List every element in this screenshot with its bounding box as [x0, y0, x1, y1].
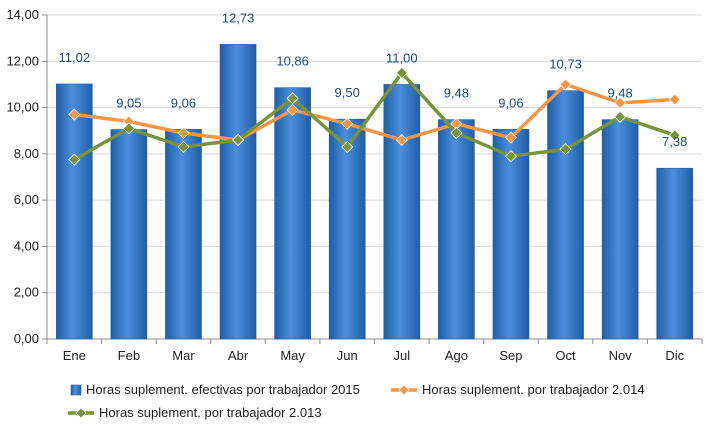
bar	[656, 167, 694, 340]
y-tick-label: 6,00	[14, 192, 39, 207]
bar	[547, 90, 584, 340]
x-tick-label: Nov	[609, 348, 633, 363]
x-tick-label: May	[280, 348, 305, 363]
x-tick-label: Abr	[228, 348, 249, 363]
bar	[165, 129, 202, 340]
series-point	[177, 126, 190, 140]
series-line	[73, 71, 676, 162]
series-point	[68, 153, 81, 166]
series-line	[74, 82, 675, 142]
y-tick-label: 2,00	[14, 285, 39, 300]
bar	[601, 119, 639, 340]
y-tick-label: 0,00	[14, 331, 39, 346]
bar	[383, 84, 421, 340]
bar-data-label: 11,02	[59, 50, 91, 65]
legend-swatch-marker	[398, 384, 410, 396]
series-point	[395, 66, 408, 79]
series-point	[286, 92, 299, 105]
bar-data-label: 10,86	[276, 54, 309, 69]
x-tick-label: Jun	[337, 348, 358, 363]
bar-data-label: 9,06	[171, 95, 196, 110]
x-tick-label: Sep	[499, 348, 522, 363]
series-point	[341, 117, 354, 130]
bar-data-label: 10,73	[549, 57, 582, 72]
x-tick-label: Jul	[393, 348, 410, 363]
bar	[274, 87, 311, 340]
x-tick-label: Oct	[555, 348, 576, 363]
y-tick-label: 4,00	[14, 238, 39, 253]
legend-label: Horas suplement. efectivas por trabajado…	[86, 382, 360, 397]
bar-series	[55, 44, 694, 340]
series-point	[559, 78, 572, 91]
series-point	[286, 103, 299, 116]
legend-label: Horas suplement. por trabajador 2.013	[99, 405, 322, 420]
series-point	[177, 140, 190, 153]
bar-data-label: 7,38	[662, 134, 687, 149]
bar-data-label: 9,50	[335, 85, 360, 100]
x-tick-label: Feb	[118, 348, 140, 363]
legend-swatch-marker	[75, 407, 87, 419]
series-point	[559, 143, 572, 156]
series-point	[341, 140, 354, 153]
x-tick-label: Ene	[63, 348, 86, 363]
bar	[110, 129, 148, 340]
series-point	[668, 129, 681, 142]
series-point	[231, 133, 245, 147]
bar-data-label: 11,00	[386, 50, 418, 65]
bar-data-label: 9,06	[498, 95, 523, 110]
series-point	[504, 131, 518, 144]
axes: 0,00 2,00 4,00 6,00 8,00 10,00 12,00 14,00 Ene Fe…	[6, 7, 703, 363]
series-point	[68, 108, 81, 121]
series-point	[450, 126, 463, 140]
bar	[328, 118, 366, 340]
y-tick-label: 14,00	[6, 7, 39, 22]
x-tick-label: Dic	[665, 348, 684, 363]
x-tick-label: Mar	[172, 348, 195, 363]
data-labels: 11,02 9,05 9,06 12,73 10,86 9,50 11,00 9,48 9,06…	[59, 10, 688, 149]
series-point	[668, 93, 681, 106]
bar-data-label: 9,05	[116, 96, 141, 111]
series-point	[395, 133, 408, 147]
y-tick-label: 8,00	[14, 146, 39, 161]
series-point	[504, 150, 518, 163]
bar	[492, 129, 530, 340]
bar	[438, 119, 475, 340]
bar-data-label: 9,48	[444, 86, 469, 101]
bar	[55, 83, 93, 340]
series-point	[122, 122, 135, 135]
y-tick-label: 10,00	[6, 100, 39, 115]
line-series	[68, 66, 681, 166]
x-tick-label: Ago	[445, 348, 468, 363]
bar	[219, 44, 257, 340]
series-point	[614, 110, 627, 123]
legend-swatch-bar	[70, 384, 82, 396]
bar-data-label: 9,48	[607, 86, 632, 101]
legend: Horas suplement. efectivas por trabajado…	[68, 382, 645, 420]
legend-label: Horas suplement. por trabajador 2.014	[422, 382, 645, 397]
series-point	[614, 96, 627, 110]
bar-data-label: 12,73	[222, 10, 255, 25]
y-tick-label: 12,00	[6, 53, 39, 68]
